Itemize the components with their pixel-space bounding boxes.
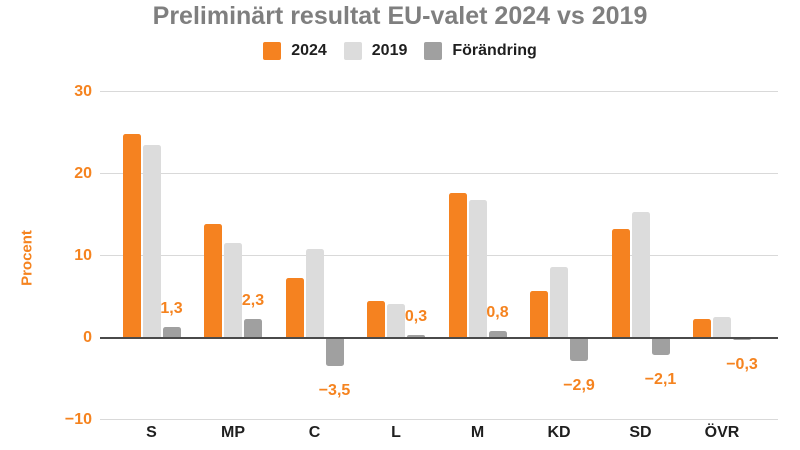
legend-swatch-2019-icon: [343, 42, 362, 60]
bar-2024-C: [285, 277, 304, 338]
bar-2019-ÖVR: [713, 317, 731, 338]
legend-swatch-forandring-icon: [424, 42, 443, 60]
gridline: [100, 419, 778, 420]
legend-item-forandring: Förändring: [424, 42, 537, 60]
x-category-label-KD: KD: [547, 424, 571, 441]
gridline: [100, 255, 778, 256]
bar-2024-MP: [204, 224, 222, 338]
x-category-label-S: S: [146, 424, 157, 441]
change-value-label-M: 0,8: [486, 303, 509, 321]
bar-Förändring-M: [488, 330, 507, 338]
legend-label-2019: 2019: [371, 42, 408, 59]
change-value-label-L: 0,3: [404, 308, 428, 326]
legend-item-2019: 2019: [343, 42, 408, 60]
change-value-label-KD: −2,9: [563, 377, 595, 395]
bar-2019-SD: [631, 212, 650, 338]
y-tick-label: 10: [74, 246, 92, 264]
bar-2019-S: [142, 144, 161, 338]
bar-2024-M: [448, 193, 467, 338]
bar-2019-C: [305, 248, 324, 338]
bar-2019-KD: [550, 266, 568, 338]
x-category-label-C: C: [308, 424, 321, 441]
legend-item-2024: 2024: [263, 42, 327, 60]
x-category-label-L: L: [391, 424, 401, 441]
change-value-label-MP: 2,3: [241, 291, 265, 309]
gridline: [100, 173, 778, 174]
x-axis-zero-line: [100, 336, 778, 339]
bar-Förändring-C: [325, 337, 344, 367]
bar-Förändring-S: [162, 326, 181, 338]
y-tick-label: 0: [83, 328, 92, 346]
gridline: [100, 91, 778, 92]
y-tick-label: −10: [64, 410, 92, 428]
bar-Förändring-ÖVR: [733, 337, 751, 340]
change-value-label-C: −3,5: [318, 382, 351, 400]
bar-2019-MP: [224, 243, 242, 338]
bar-2024-S: [122, 134, 141, 338]
bar-2024-ÖVR: [693, 319, 711, 338]
chart-title: Preliminärt resultat EU-valet 2024 vs 20…: [152, 2, 648, 30]
bar-Förändring-L: [407, 335, 425, 338]
x-category-label-MP: MP: [221, 424, 245, 441]
bar-2024-SD: [611, 229, 630, 338]
y-tick-label: 20: [74, 164, 92, 182]
bar-Förändring-KD: [570, 337, 588, 362]
x-category-label-SD: SD: [629, 424, 652, 441]
chart-legend: 2024 2019 Förändring: [0, 42, 800, 60]
legend-label-2024: 2024: [291, 42, 327, 59]
change-value-label-ÖVR: −0,3: [726, 355, 758, 373]
change-value-label-SD: −2,1: [644, 370, 677, 388]
bar-2024-KD: [530, 290, 548, 338]
y-tick-label: 30: [74, 82, 92, 100]
bar-2019-M: [468, 199, 487, 338]
legend-swatch-2024-icon: [263, 42, 282, 60]
bar-Förändring-SD: [651, 337, 670, 355]
bar-Förändring-MP: [244, 318, 262, 338]
bar-2019-L: [387, 303, 405, 338]
change-value-label-S: 1,3: [160, 299, 183, 317]
x-category-label-ÖVR: ÖVR: [704, 424, 740, 441]
bar-2024-L: [367, 301, 385, 338]
legend-label-forandring: Förändring: [452, 42, 537, 59]
x-category-label-M: M: [470, 424, 485, 441]
